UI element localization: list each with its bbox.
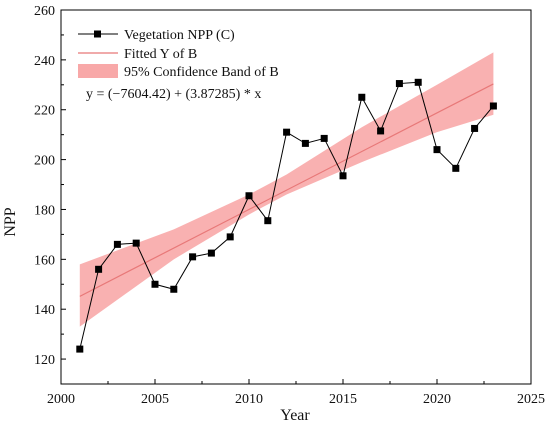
y-tick-label: 160 [34, 253, 55, 268]
npp-marker [414, 78, 422, 86]
series-layer [76, 78, 497, 353]
x-tick-label: 2000 [47, 392, 75, 407]
npp-marker [132, 239, 140, 247]
legend-swatch-band [78, 64, 118, 78]
npp-marker [264, 217, 272, 225]
x-tick-label: 2025 [517, 392, 545, 407]
npp-marker [489, 102, 497, 110]
npp-marker [283, 128, 291, 136]
y-tick-label: 220 [34, 104, 55, 119]
npp-marker [189, 253, 197, 261]
x-tick-label: 2005 [141, 392, 169, 407]
npp-marker [471, 124, 479, 132]
npp-marker [151, 280, 159, 288]
npp-marker [170, 285, 178, 293]
npp-marker [207, 249, 215, 257]
npp-marker [113, 240, 121, 248]
x-tick-label: 2010 [235, 392, 263, 407]
npp-marker [95, 265, 103, 273]
npp-marker [395, 80, 403, 88]
npp-marker [452, 164, 460, 172]
y-tick-label: 260 [34, 4, 55, 19]
npp-marker [433, 146, 441, 154]
legend-swatch-npp-marker [94, 30, 101, 38]
y-tick-label: 140 [34, 303, 55, 318]
npp-marker [226, 233, 234, 241]
npp-marker [245, 192, 253, 200]
fitted-line [79, 83, 494, 297]
npp-marker [377, 127, 385, 135]
x-tick-label: 2020 [423, 392, 451, 407]
equation-annotation: y = (−7604.42) + (3.87285) * x [86, 87, 261, 102]
npp-marker [76, 345, 84, 353]
npp-marker [301, 139, 309, 147]
y-axis-title: NPP [2, 207, 19, 236]
npp-marker [320, 134, 328, 142]
npp-marker [358, 93, 366, 101]
legend-label-npp: Vegetation NPP (C) [124, 28, 235, 43]
y-tick-label: 200 [34, 154, 55, 169]
y-tick-label: 120 [34, 353, 55, 368]
fit-layer [79, 83, 494, 297]
x-axis-title: Year [280, 407, 310, 424]
npp-marker [339, 172, 347, 180]
x-tick-label: 2015 [329, 392, 357, 407]
legend-label-band: 95% Confidence Band of B [124, 65, 279, 80]
y-tick-label: 240 [34, 54, 55, 69]
ticks-layer: 2000 2005 2010 2015 2020 2025 120 140 160 180 200 2… [34, 4, 545, 407]
legend-label-fit: Fitted Y of B [124, 47, 197, 62]
y-tick-label: 180 [34, 203, 55, 218]
legend: Vegetation NPP (C) Fitted Y of B 95% Confi… [78, 28, 279, 102]
